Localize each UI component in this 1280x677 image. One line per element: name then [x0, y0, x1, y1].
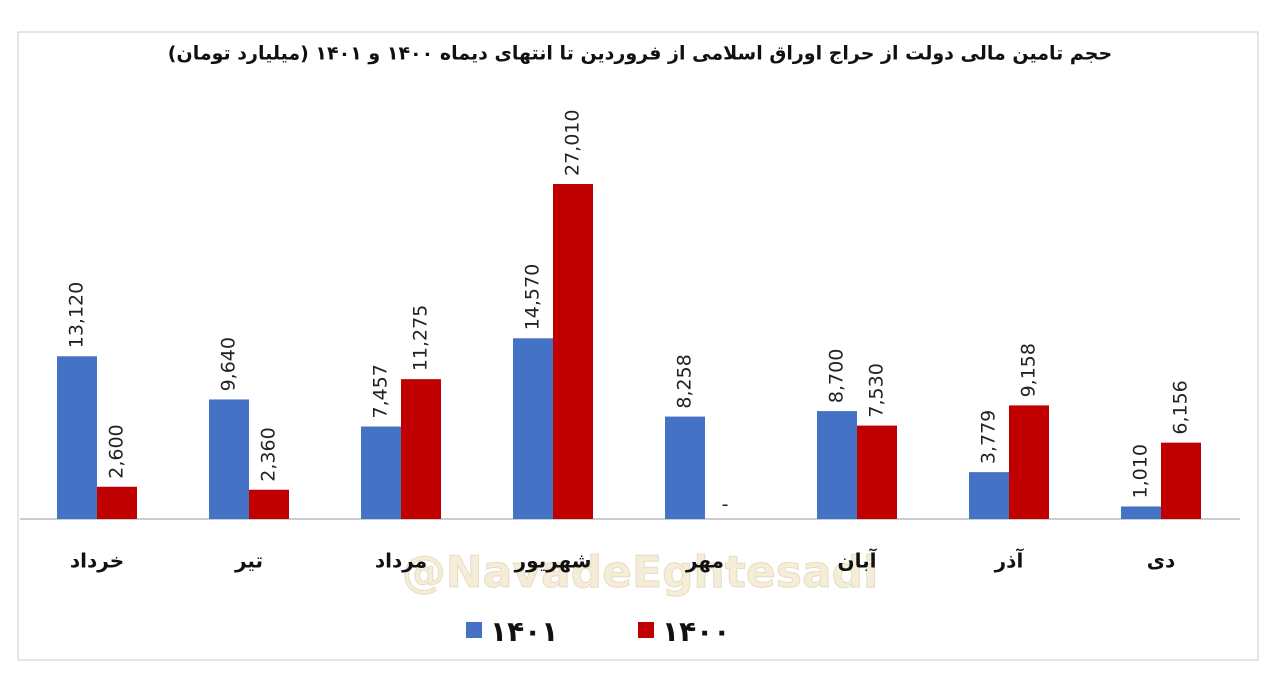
value-label: 14,570	[522, 264, 544, 330]
x-tick-label: مهر	[685, 549, 724, 573]
bar	[97, 486, 137, 519]
value-label: 2,360	[258, 427, 280, 481]
value-label: 9,158	[1018, 343, 1040, 397]
value-label: 13,120	[66, 282, 88, 348]
x-tick-label: مرداد	[375, 549, 427, 573]
bar	[249, 489, 289, 519]
bar	[817, 411, 857, 519]
value-label: 8,258	[674, 354, 696, 408]
value-label: 27,010	[562, 110, 584, 176]
x-tick-label: آذر	[994, 548, 1025, 573]
x-tick-label: دی	[1147, 549, 1176, 573]
value-label: 7,530	[866, 363, 888, 417]
x-tick-label: آبان	[838, 548, 878, 573]
bar	[553, 184, 593, 519]
legend-swatch	[638, 622, 654, 638]
x-tick-label: خرداد	[70, 549, 124, 573]
value-label: -	[722, 494, 729, 516]
value-label: 8,700	[826, 349, 848, 403]
bar	[1121, 506, 1161, 519]
value-label: 11,275	[410, 305, 432, 371]
value-label: 1,010	[1130, 444, 1152, 498]
value-label: 9,640	[218, 337, 240, 391]
legend-label: ۱۴۰۱	[490, 615, 558, 648]
bar	[361, 426, 401, 519]
bar	[1161, 442, 1201, 519]
bar	[513, 338, 553, 519]
chart-title: حجم تامین مالی دولت از حراج اوراق اسلامی…	[168, 43, 1112, 65]
value-label: 3,779	[978, 410, 1000, 464]
legend-swatch	[466, 622, 482, 638]
bar	[969, 472, 1009, 519]
bar	[401, 379, 441, 519]
value-label: 6,156	[1170, 380, 1192, 434]
x-tick-label: تیر	[234, 549, 263, 573]
bar	[209, 399, 249, 519]
bar	[1009, 405, 1049, 519]
bar	[57, 356, 97, 519]
value-label: 7,457	[370, 364, 392, 418]
legend-label: ۱۴۰۰	[662, 615, 730, 648]
bar	[665, 416, 705, 519]
chart-frame	[17, 31, 1259, 661]
value-label: 2,600	[106, 424, 128, 478]
bar	[857, 425, 897, 519]
x-tick-label: شهریور	[514, 549, 592, 573]
watermark: @NavadeEghtesadi	[402, 547, 878, 598]
